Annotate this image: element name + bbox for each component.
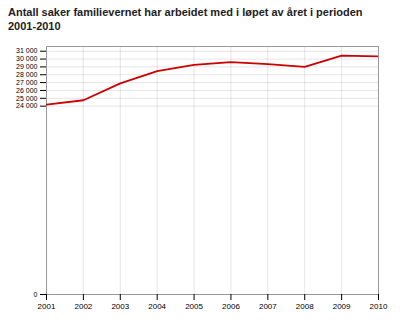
svg-text:2002: 2002	[74, 302, 92, 311]
svg-text:2007: 2007	[259, 302, 277, 311]
svg-text:2001: 2001	[38, 302, 56, 311]
svg-text:31 000: 31 000	[16, 47, 38, 54]
svg-text:28 000: 28 000	[16, 70, 38, 77]
svg-text:2009: 2009	[333, 302, 351, 311]
svg-text:2004: 2004	[148, 302, 166, 311]
svg-text:30 000: 30 000	[16, 55, 38, 62]
svg-text:2008: 2008	[296, 302, 314, 311]
svg-text:29 000: 29 000	[16, 63, 38, 70]
svg-text:0: 0	[34, 290, 38, 297]
svg-text:26 000: 26 000	[16, 86, 38, 93]
html-text:Antall saker familievernet har: Antall saker familievernet har arbeidet …	[8, 6, 363, 32]
svg-text:2006: 2006	[222, 302, 240, 311]
svg-text:2005: 2005	[185, 302, 203, 311]
svg-text:25 000: 25 000	[16, 94, 38, 101]
svg-text:2003: 2003	[111, 302, 129, 311]
svg-text:2010: 2010	[370, 302, 388, 311]
svg-text:27 000: 27 000	[16, 78, 38, 85]
svg-text:24 000: 24 000	[16, 102, 38, 109]
